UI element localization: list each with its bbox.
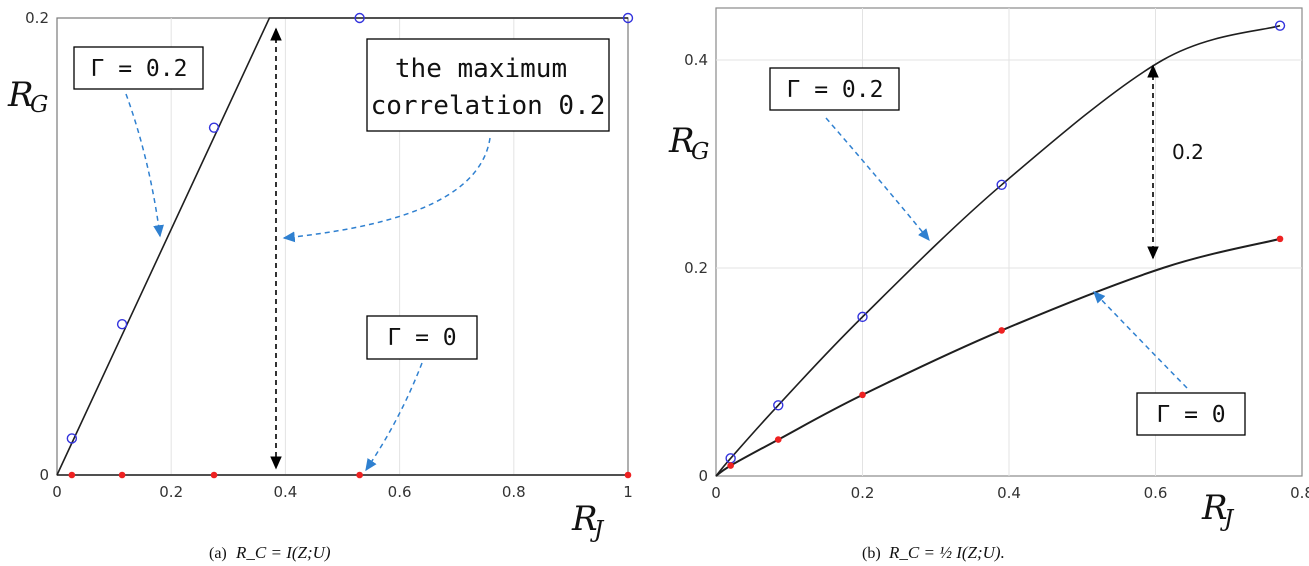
chart-a-x-tick-label: 0.6 (388, 483, 412, 501)
chart-a-x-tick-label: 0.8 (502, 483, 526, 501)
chart-a-xlabel-sub: J (590, 517, 605, 543)
chart-b-y-tick-label: 0.2 (684, 259, 708, 277)
chart-a-gamma0-pointer (365, 362, 423, 472)
chart-a-ylabel: R (7, 75, 34, 115)
chart-b-series-gamma02-point (1274, 20, 1286, 31)
chart-b-caption-formula: R_C = ½ I(Z;U). (888, 543, 1005, 562)
chart-a-gamma02-pointer (125, 93, 164, 238)
chart-a-x-tick-label: 1 (623, 483, 633, 501)
chart-a-series-gamma0-point (624, 471, 632, 479)
chart-b-series-gamma02-line (715, 24, 1281, 477)
chart-b-series-gamma0-point (727, 462, 734, 469)
chart-a-max-box (366, 38, 610, 132)
chart-b-series-gamma02-point (773, 400, 784, 411)
chart-b-x-tick-label: 0.4 (997, 484, 1021, 502)
chart-b-x-tick-label: 0.6 (1144, 484, 1168, 502)
chart-b-ylabel-sub: G (691, 139, 709, 165)
chart-b-series-gamma02-point (996, 179, 1007, 191)
chart-a-series-gamma0-point (68, 471, 76, 479)
chart-a-max-line1: the maximum (395, 54, 567, 84)
chart-b-series-gamma0-point (859, 391, 866, 399)
chart-b-gamma0-label: Γ = 0 (1156, 402, 1225, 428)
chart-a-gamma02-label: Γ = 0.2 (91, 56, 188, 82)
chart-b-gamma0-pointer (1093, 291, 1188, 389)
chart-b-tick-labels: 0 0.2 0.4 0.6 0.8 0 0.2 0.4 (684, 51, 1309, 502)
chart-b-ylabel: R (668, 121, 695, 161)
chart-b-series-gamma0-point (998, 327, 1005, 334)
chart-a-y-tick-label: 0 (39, 466, 49, 484)
chart-a-series-gamma02-line (56, 17, 628, 476)
chart-b-x-tick-label: 0.8 (1290, 484, 1309, 502)
chart-a-series-gamma02-point (622, 12, 634, 24)
chart-b-series-markers (725, 20, 1286, 469)
chart-a-x-tick-label: 0.4 (273, 483, 297, 501)
chart-b-gamma02-label: Γ = 0.2 (787, 77, 884, 103)
chart-a-y-tick-label: 0.2 (25, 9, 49, 27)
chart-a-caption-prefix: (a) (209, 545, 227, 562)
chart-a: 0 0.2 0.4 0.6 0.8 1 0 0.2 R G R J Γ = 0.2 the m… (7, 9, 634, 562)
chart-a-xlabel: R (571, 499, 598, 539)
chart-b-y-tick-label: 0 (698, 467, 708, 485)
chart-a-x-tick-label: 0 (52, 483, 62, 501)
chart-a-series-gamma02-point (354, 12, 365, 24)
chart-b-xlabel: R (1201, 488, 1228, 528)
chart-a-series-markers (66, 12, 634, 479)
chart-b-series-gamma02-point (857, 311, 868, 323)
chart-b-xlabel-sub: J (1220, 506, 1235, 532)
chart-b-gamma02-box (769, 67, 900, 111)
chart-a-series-gamma0-point (356, 471, 363, 479)
chart-b-series-lines (715, 24, 1281, 477)
chart-b-x-tick-label: 0.2 (851, 484, 875, 502)
chart-b-gamma0-box (1136, 392, 1246, 436)
chart-a-caption-formula: R_C = I(Z;U) (235, 543, 331, 562)
chart-b-gamma02-pointer (825, 117, 930, 242)
chart-a-series-gamma02-point (208, 122, 220, 133)
chart-b-x-tick-label: 0 (711, 484, 721, 502)
chart-a-gamma02-box (73, 46, 204, 90)
chart-a-gamma0-label: Γ = 0 (387, 325, 456, 351)
chart-b-series-gamma0-line (715, 237, 1281, 477)
chart-b-caption-prefix: (b) (862, 545, 881, 562)
chart-b-y-tick-label: 0.4 (684, 51, 708, 69)
chart-a-max-pointer (282, 137, 491, 243)
chart-b: 0 0.2 0.4 0.6 0.8 0 0.2 0.4 0.2 R G R J Γ = 0.2… (668, 7, 1309, 562)
chart-b-series-gamma0-point (774, 436, 782, 443)
chart-a-ylabel-sub: G (30, 92, 48, 118)
chart-b-gap-label: 0.2 (1172, 140, 1204, 164)
chart-a-tick-labels: 0 0.2 0.4 0.6 0.8 1 0 0.2 (25, 9, 633, 501)
chart-a-x-tick-label: 0.2 (159, 483, 183, 501)
chart-a-series-gamma0-point (118, 471, 126, 479)
chart-a-series-lines (56, 17, 628, 476)
chart-a-series-gamma02-point (116, 318, 128, 330)
chart-a-gamma0-box (366, 315, 478, 360)
chart-b-series-gamma0-point (1276, 235, 1284, 243)
chart-a-series-gamma0-point (210, 471, 218, 479)
chart-a-max-line2: correlation 0.2 (371, 91, 606, 121)
chart-a-series-gamma02-point (66, 433, 78, 444)
